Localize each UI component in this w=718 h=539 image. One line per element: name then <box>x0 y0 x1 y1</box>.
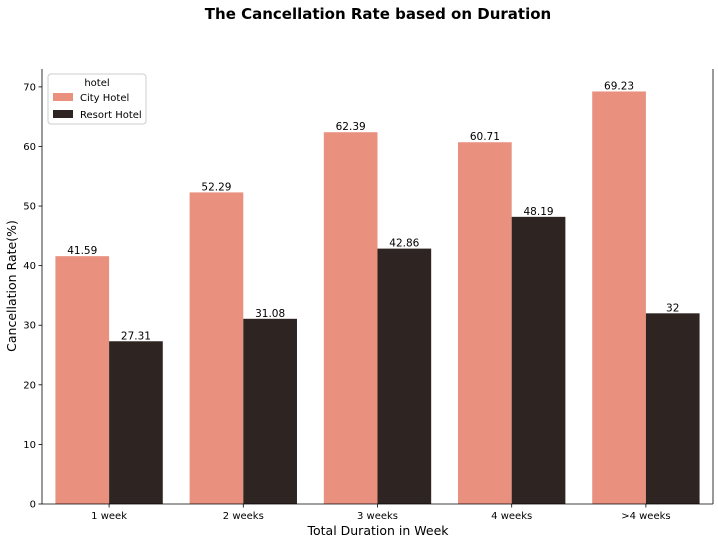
data-label-city-hotel-4: 60.71 <box>470 131 500 143</box>
legend: hotel City Hotel Resort Hotel <box>47 73 147 125</box>
y-tick-label-0: 0 <box>30 500 36 511</box>
data-label-resort-hotel-4: 48.19 <box>524 206 554 218</box>
y-tick-label-60: 60 <box>23 142 36 153</box>
x-tick-label-5: >4 weeks <box>621 511 670 522</box>
bar-resort-hotel-3 <box>377 248 432 504</box>
legend-swatch-1 <box>53 93 73 101</box>
data-label-resort-hotel-1: 27.31 <box>121 330 151 342</box>
bar-resort-hotel-1 <box>109 341 163 504</box>
x-tick-label-1: 1 week <box>91 511 127 522</box>
data-label-resort-hotel-3: 42.86 <box>389 238 419 250</box>
x-tick-label-3: 3 weeks <box>357 511 398 522</box>
plot-area: 41.59 52.29 62.39 60.71 69.23 27.31 31.08 42.86… <box>23 69 714 522</box>
data-label-city-hotel-5: 69.23 <box>604 80 634 92</box>
bar-city-hotel-5 <box>592 91 646 505</box>
bar-resort-hotel-2 <box>243 318 297 504</box>
chart-title: The Cancellation Rate based on Duration <box>205 5 551 23</box>
legend-swatch-2 <box>53 110 73 118</box>
x-axis-label: Total Duration in Week <box>306 523 449 538</box>
y-tick-label-70: 70 <box>23 82 36 93</box>
y-tick-label-40: 40 <box>23 261 36 272</box>
legend-title: hotel <box>84 78 109 89</box>
bar-city-hotel-2 <box>189 192 244 504</box>
data-label-city-hotel-3: 62.39 <box>336 121 366 133</box>
legend-label-1: City Hotel <box>80 93 129 104</box>
data-label-resort-hotel-2: 31.08 <box>255 308 285 320</box>
bar-city-hotel-3 <box>323 132 378 504</box>
y-tick-label-30: 30 <box>23 321 36 332</box>
x-tick-label-4: 4 weeks <box>491 511 532 522</box>
y-axis-label: Cancellation Rate(%) <box>4 220 19 352</box>
data-label-city-hotel-2: 52.29 <box>201 181 231 193</box>
bar-resort-hotel-4 <box>511 216 566 505</box>
y-tick-label-50: 50 <box>23 202 36 213</box>
x-tick-label-2: 2 weeks <box>223 511 264 522</box>
legend-label-2: Resort Hotel <box>80 110 142 121</box>
y-tick-label-10: 10 <box>23 440 36 451</box>
y-tick-label-20: 20 <box>23 380 36 391</box>
bar-city-hotel-4 <box>458 142 512 504</box>
data-label-city-hotel-1: 41.59 <box>67 245 97 257</box>
data-label-resort-hotel-5: 32 <box>666 302 679 314</box>
bar-city-hotel-1 <box>55 256 110 504</box>
bar-resort-hotel-5 <box>645 313 700 504</box>
